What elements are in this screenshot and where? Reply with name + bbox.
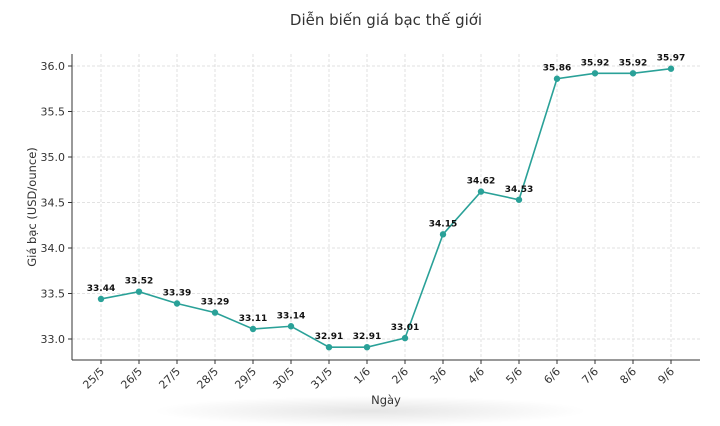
data-point-marker — [287, 323, 295, 330]
data-point-marker — [553, 75, 561, 82]
y-tick-label: 34.5 — [41, 197, 66, 210]
data-point-label: 33.14 — [277, 311, 305, 321]
y-tick-label: 33.0 — [41, 333, 66, 346]
x-tick-label: 29/5 — [232, 365, 259, 392]
data-point-marker — [325, 343, 333, 351]
x-tick-label: 8/6 — [617, 365, 639, 387]
x-tick-label: 5/6 — [503, 365, 525, 387]
data-point-label: 34.62 — [467, 177, 495, 187]
data-point-label: 34.53 — [505, 185, 533, 195]
y-tick-label: 34.0 — [41, 242, 66, 255]
data-point-label: 33.52 — [125, 277, 153, 287]
data-point-marker — [401, 334, 409, 342]
x-tick-label: 6/6 — [541, 365, 563, 387]
data-labels: 33.44 33.52 33.39 33.29 33.11 33.14 32.91 32.91… — [87, 54, 685, 342]
x-axis-ticks: 25/5 26/5 27/5 28/5 29/5 30/5 31/5 1/6 2/6 3/6 4/6… — [80, 360, 677, 392]
data-point-marker — [629, 70, 637, 77]
data-point-label: 33.11 — [239, 314, 267, 324]
data-point-label: 34.15 — [429, 219, 457, 229]
data-point-marker — [211, 309, 219, 316]
chart-title: Diễn biến giá bạc thế giới — [290, 11, 482, 29]
x-tick-label: 28/5 — [194, 365, 221, 392]
y-tick-label: 35.0 — [41, 151, 66, 164]
y-axis-ticks: 33.0 33.5 34.0 34.5 35.0 35.5 36.0 — [41, 60, 72, 346]
x-tick-label: 26/5 — [118, 365, 145, 392]
grid-lines — [72, 54, 700, 360]
data-point-marker — [477, 188, 485, 195]
data-point-marker — [249, 325, 257, 333]
y-tick-label: 36.0 — [41, 60, 66, 73]
line-chart: Diễn biến giá bạc thế giới 33.033.534.03… — [25, 11, 700, 407]
y-tick-label: 33.5 — [41, 288, 66, 301]
data-point-marker — [439, 231, 447, 238]
data-point-label: 35.92 — [581, 58, 609, 68]
data-point-label: 35.86 — [543, 64, 571, 74]
y-axis-label: Giá bạc (USD/ounce) — [25, 147, 39, 267]
data-point-marker — [97, 295, 105, 303]
data-point-marker — [515, 196, 523, 203]
data-point-label: 32.91 — [353, 332, 381, 342]
data-point-marker — [667, 65, 675, 72]
data-point-label: 32.91 — [315, 332, 343, 342]
price-series — [97, 65, 675, 351]
data-point-label: 33.44 — [87, 284, 115, 294]
data-point-marker — [135, 288, 143, 295]
x-tick-label: 4/6 — [465, 365, 487, 387]
x-tick-label: 9/6 — [655, 365, 677, 387]
price-line — [100, 67, 672, 348]
data-point-marker — [591, 70, 599, 77]
x-tick-label: 31/5 — [308, 365, 335, 392]
data-point-label: 33.29 — [201, 298, 229, 308]
data-point-label: 35.92 — [619, 58, 647, 68]
x-tick-label: 3/6 — [427, 365, 449, 387]
x-tick-label: 1/6 — [351, 365, 373, 387]
x-tick-label: 30/5 — [270, 365, 297, 392]
x-axis-label: Ngày — [371, 393, 401, 407]
data-point-label: 35.97 — [657, 54, 685, 64]
y-tick-label: 35.5 — [41, 106, 66, 119]
x-tick-label: 25/5 — [80, 365, 107, 392]
data-point-marker — [363, 343, 371, 351]
data-point-label: 33.01 — [391, 323, 419, 333]
x-tick-label: 2/6 — [389, 365, 411, 387]
x-tick-label: 7/6 — [579, 365, 601, 387]
data-point-marker — [173, 300, 181, 307]
data-point-label: 33.39 — [163, 289, 191, 299]
x-tick-label: 27/5 — [156, 365, 183, 392]
